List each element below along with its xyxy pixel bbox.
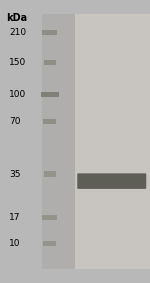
Bar (40, 92, 58, 97)
Text: 150: 150 (9, 58, 26, 67)
FancyBboxPatch shape (77, 173, 146, 189)
Bar (42, 14, 150, 269)
Bar (42, 30, 57, 35)
Bar (43, 241, 56, 246)
Bar (44, 171, 56, 177)
Text: 35: 35 (9, 170, 21, 179)
Text: kDa: kDa (6, 13, 27, 23)
Text: 210: 210 (9, 28, 26, 37)
Bar (42, 215, 57, 220)
Text: 10: 10 (9, 239, 21, 248)
Bar (42, 14, 75, 269)
Bar (43, 119, 56, 124)
Bar (44, 60, 56, 65)
Text: 70: 70 (9, 117, 21, 126)
Text: 100: 100 (9, 90, 26, 99)
Text: 17: 17 (9, 213, 21, 222)
